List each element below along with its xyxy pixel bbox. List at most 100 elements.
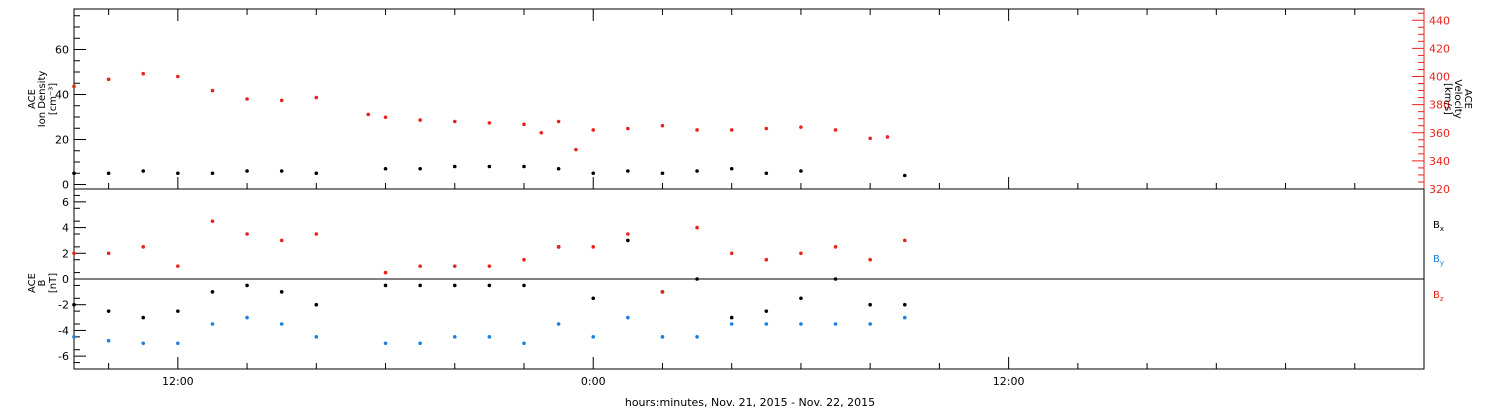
by-point bbox=[902, 315, 907, 320]
ion-density-ylabel-line2: Ion Density bbox=[37, 71, 48, 128]
density-point bbox=[660, 171, 665, 176]
bx-point bbox=[141, 315, 146, 320]
ion-density-ylabel-line1: ACE bbox=[27, 89, 38, 109]
ion-density-y-axis: 0 20 40 60 bbox=[55, 15, 86, 192]
velocity-point bbox=[176, 74, 180, 79]
velocity-point bbox=[314, 95, 319, 100]
velocity-point bbox=[452, 119, 457, 124]
density-point bbox=[418, 166, 422, 171]
bz-point bbox=[868, 257, 872, 262]
density-point bbox=[556, 166, 561, 171]
density-tick-label: 60 bbox=[55, 44, 69, 57]
legend-by: By bbox=[1433, 254, 1444, 267]
velocity-point bbox=[72, 84, 76, 89]
by-point bbox=[729, 322, 734, 326]
velocity-point bbox=[245, 97, 249, 101]
by-point bbox=[522, 341, 526, 346]
density-point bbox=[452, 164, 457, 169]
bottom-panel-points bbox=[72, 219, 907, 346]
bz-point bbox=[141, 245, 146, 249]
velocity-point bbox=[383, 115, 388, 120]
b-field-ylabel-line3: [nT] bbox=[48, 273, 59, 293]
bz-point bbox=[799, 251, 803, 256]
by-point bbox=[626, 315, 630, 320]
bx-point bbox=[245, 283, 249, 288]
by-point bbox=[210, 322, 215, 326]
bz-point bbox=[522, 257, 526, 262]
velocity-point bbox=[799, 125, 803, 129]
bx-point bbox=[591, 296, 596, 301]
b-field-tick-label: 2 bbox=[62, 247, 69, 260]
bx-point bbox=[418, 283, 422, 288]
velocity-point bbox=[279, 98, 284, 103]
density-tick-label: 20 bbox=[55, 134, 69, 147]
velocity-tick-label: 340 bbox=[1429, 155, 1450, 168]
bx-point bbox=[383, 283, 388, 288]
bx-point bbox=[279, 290, 284, 294]
time-x-axis: 12:00 0:00 12:00 bbox=[108, 9, 1356, 388]
density-point bbox=[764, 171, 769, 176]
velocity-point bbox=[418, 118, 422, 122]
velocity-point bbox=[729, 128, 734, 132]
density-point bbox=[245, 169, 249, 173]
density-point bbox=[799, 169, 803, 173]
velocity-point bbox=[885, 135, 890, 139]
velocity-point bbox=[591, 128, 596, 132]
bz-point bbox=[487, 264, 492, 268]
bx-point bbox=[833, 277, 838, 281]
by-point bbox=[799, 322, 803, 326]
b-field-ylabel-line2: B bbox=[37, 279, 48, 286]
velocity-tick-label: 320 bbox=[1429, 183, 1450, 196]
density-point bbox=[210, 171, 215, 176]
bz-point bbox=[314, 232, 319, 236]
density-point bbox=[176, 171, 180, 176]
by-point bbox=[487, 335, 492, 339]
velocity-ylabel-line1: ACE bbox=[1462, 89, 1473, 109]
by-point bbox=[660, 335, 665, 339]
bx-point bbox=[902, 302, 907, 307]
density-point bbox=[626, 169, 630, 173]
bz-point bbox=[660, 290, 665, 294]
ion-density-ylabel-line3: [cm⁻³] bbox=[48, 83, 59, 115]
bz-point bbox=[764, 257, 769, 262]
b-field-y-axis: -6 -4 -2 0 2 4 6 bbox=[58, 194, 86, 363]
velocity-tick-label: 420 bbox=[1429, 42, 1450, 55]
bx-point bbox=[522, 283, 526, 288]
bx-point bbox=[452, 283, 457, 288]
bx-point bbox=[106, 309, 111, 313]
by-point bbox=[279, 322, 284, 326]
bz-point bbox=[452, 264, 457, 268]
density-point bbox=[72, 171, 76, 176]
by-point bbox=[418, 341, 422, 346]
b-field-tick-label: 0 bbox=[62, 273, 69, 286]
density-point bbox=[591, 171, 596, 176]
bz-point bbox=[556, 245, 561, 249]
velocity-point bbox=[556, 119, 561, 124]
velocity-point bbox=[366, 112, 371, 117]
density-point bbox=[314, 171, 319, 176]
bz-point bbox=[833, 245, 838, 249]
bx-point bbox=[626, 238, 630, 243]
bz-point bbox=[72, 251, 76, 256]
density-point bbox=[487, 164, 492, 169]
by-point bbox=[833, 322, 838, 326]
density-point bbox=[522, 164, 526, 169]
velocity-point bbox=[210, 88, 215, 93]
velocity-point bbox=[487, 121, 492, 125]
bx-point bbox=[176, 309, 180, 313]
bx-point bbox=[487, 283, 492, 288]
density-point bbox=[902, 173, 907, 178]
velocity-point bbox=[660, 123, 665, 128]
velocity-ylabel-line2: Velocity bbox=[1452, 79, 1463, 118]
velocity-point bbox=[764, 126, 769, 131]
b-field-tick-label: 6 bbox=[62, 196, 69, 209]
velocity-y-axis: 320 340 360 380 400 420 440 bbox=[1412, 9, 1450, 196]
density-point bbox=[141, 169, 146, 173]
top-panel-points bbox=[72, 71, 907, 178]
density-point bbox=[383, 166, 388, 171]
b-field-tick-label: 4 bbox=[62, 222, 69, 235]
by-point bbox=[452, 335, 457, 339]
b-field-tick-label: -4 bbox=[58, 324, 69, 337]
density-point bbox=[695, 169, 699, 173]
